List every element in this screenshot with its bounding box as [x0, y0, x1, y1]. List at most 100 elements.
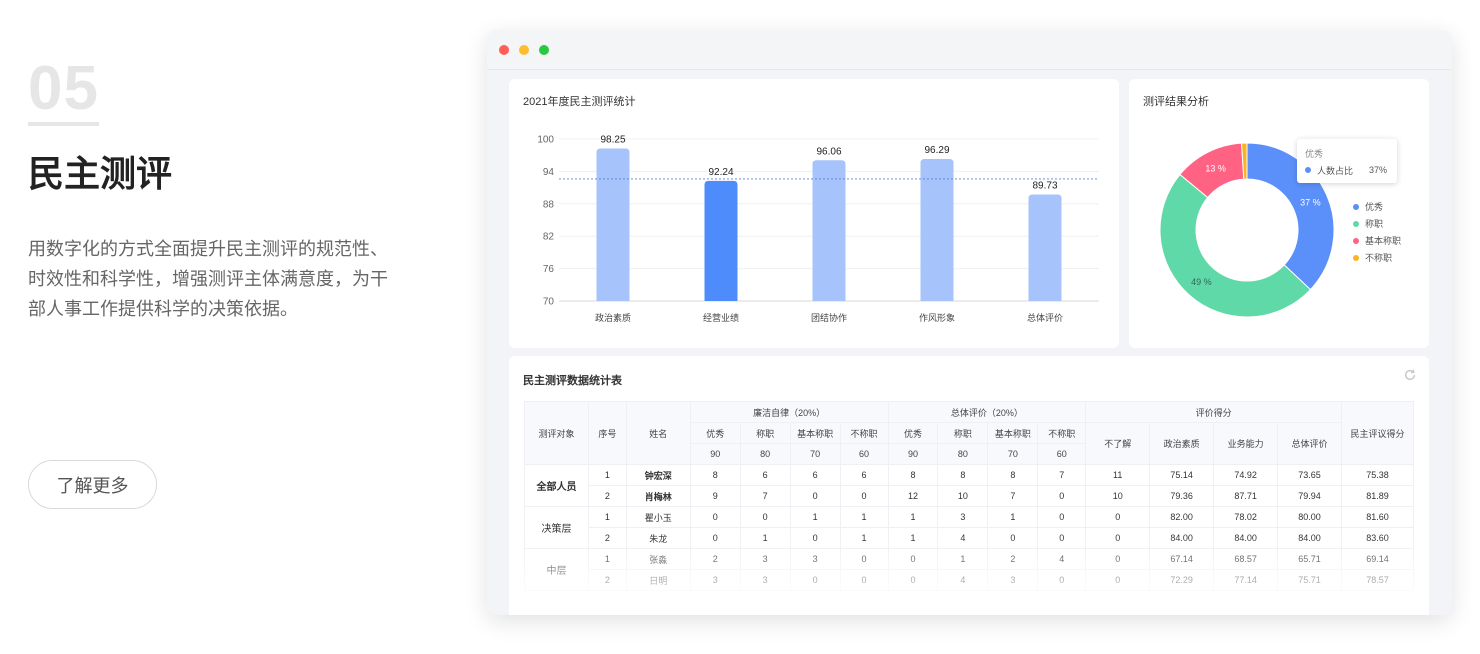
table-cell: 1 [887, 527, 939, 549]
person-name-cell: 张淼 [625, 548, 691, 570]
table-cell: 0 [1085, 548, 1151, 570]
header-level: 优秀 [689, 422, 741, 444]
pie-chart-card: 测评结果分析 37 % 49 % 13 % 优秀 人数占比 37% 优秀 称职 基本… [1129, 79, 1429, 348]
table-cell: 80.00 [1277, 506, 1342, 528]
header-level: 基本称职 [987, 422, 1039, 444]
y-tick-label: 70 [543, 297, 555, 308]
pie-legend: 优秀 称职 基本称职 不称职 [1353, 198, 1401, 266]
table-cell: 67.14 [1149, 548, 1215, 570]
header-score-col: 不了解 [1085, 422, 1151, 465]
table-cell: 4 [1037, 548, 1087, 570]
table-cell: 0 [887, 548, 939, 570]
table-cell: 81.89 [1340, 485, 1415, 507]
header-level: 不称职 [1037, 422, 1087, 444]
header-score-col: 业务能力 [1213, 422, 1279, 465]
legend-item[interactable]: 优秀 [1353, 198, 1401, 215]
legend-item[interactable]: 称职 [1353, 215, 1401, 232]
table-cell: 1 [789, 506, 841, 528]
table-cell: 84.00 [1149, 527, 1215, 549]
header-name: 姓名 [625, 401, 691, 465]
table-cell: 75.71 [1277, 569, 1342, 591]
table-cell: 6 [839, 464, 889, 486]
header-level: 不称职 [839, 422, 889, 444]
table-cell: 0 [689, 506, 741, 528]
header-group-score: 评价得分 [1085, 401, 1342, 423]
table-cell: 3 [689, 569, 741, 591]
table-cell: 10 [937, 485, 989, 507]
table-cell: 82.00 [1149, 506, 1215, 528]
table-cell: 87.71 [1213, 485, 1279, 507]
y-tick-label: 76 [543, 264, 555, 275]
table-cell: 0 [839, 485, 889, 507]
table-cell: 84.00 [1213, 527, 1279, 549]
header-object: 测评对象 [524, 401, 589, 465]
table-cell: 72.29 [1149, 569, 1215, 591]
donut-slice[interactable] [1159, 173, 1312, 318]
table-cell: 0 [789, 527, 841, 549]
chart-tooltip: 优秀 人数占比 37% [1297, 139, 1397, 183]
stats-table: 测评对象 序号 姓名 廉洁自律（20%） 总体评价（20%） 评价得分 民主评议… [524, 401, 1415, 591]
table-cell: 0 [1037, 506, 1087, 528]
table-cell: 7 [1037, 464, 1087, 486]
learn-more-button[interactable]: 了解更多 [28, 460, 157, 509]
legend-label: 称职 [1365, 219, 1384, 229]
x-category-label: 总体评价 [1027, 312, 1063, 323]
table-cell: 1 [839, 506, 889, 528]
slice-label: 49 % [1191, 277, 1212, 287]
table-cell: 1 [839, 527, 889, 549]
legend-label: 不称职 [1365, 253, 1393, 263]
table-cell: 65.71 [1277, 548, 1342, 570]
table-cell: 3 [739, 548, 791, 570]
section-description: 用数字化的方式全面提升民主测评的规范性、时效性和科学性，增强测评主体满意度，为干… [28, 239, 388, 319]
stats-table-card: 民主测评数据统计表 测评对象 序号 姓名 廉洁自律（20%） 总体评价（20%） [509, 356, 1429, 615]
table-row: 2 肖梅林 9 7 0 0 12 10 7 0 10 79.36 87.71 79.94 81.89 [525, 485, 1415, 507]
table-cell: 0 [1085, 569, 1151, 591]
window-titlebar [487, 30, 1452, 70]
table-cell: 7 [739, 485, 791, 507]
legend-item[interactable]: 不称职 [1353, 249, 1401, 266]
group-label: 中层 [524, 548, 589, 591]
header-weight: 80 [739, 443, 791, 465]
table-cell: 79.94 [1277, 485, 1342, 507]
header-level: 称职 [937, 422, 989, 444]
group-label: 决策层 [524, 506, 589, 549]
y-tick-label: 100 [537, 135, 554, 146]
section-title: 民主测评 [28, 153, 173, 194]
legend-label: 优秀 [1365, 202, 1384, 212]
legend-dot-icon [1353, 254, 1359, 261]
slice-label: 13 % [1205, 164, 1226, 174]
table-cell: 9 [689, 485, 741, 507]
table-cell: 0 [1085, 506, 1151, 528]
header-seq: 序号 [587, 401, 627, 465]
table-cell: 73.65 [1277, 464, 1342, 486]
section-number: 05 [28, 58, 99, 126]
table-cell: 1 [987, 506, 1039, 528]
donut-slice[interactable] [1241, 142, 1248, 180]
table-title: 民主测评数据统计表 [523, 375, 622, 387]
header-score-col: 总体评价 [1277, 422, 1342, 465]
table-cell: 1 [887, 506, 939, 528]
header-level: 称职 [739, 422, 791, 444]
intro-section: 05 民主测评 用数字化的方式全面提升民主测评的规范性、时效性和科学性，增强测评… [28, 58, 408, 324]
y-tick-label: 94 [543, 167, 555, 178]
legend-item[interactable]: 基本称职 [1353, 232, 1401, 249]
maximize-dot-icon[interactable] [539, 44, 549, 55]
close-dot-icon[interactable] [499, 44, 509, 55]
table-cell: 0 [887, 569, 939, 591]
minimize-dot-icon[interactable] [519, 44, 529, 55]
table-cell: 11 [1085, 464, 1151, 486]
header-final-score: 民主评议得分 [1340, 401, 1415, 465]
person-name-cell: 瞿小玉 [625, 506, 691, 528]
pie-chart-title: 测评结果分析 [1143, 96, 1209, 108]
legend-dot-icon [1353, 237, 1359, 244]
legend-dot-icon [1353, 220, 1359, 227]
refresh-icon[interactable] [1403, 368, 1417, 382]
table-cell: 0 [739, 506, 791, 528]
table-cell: 1 [587, 464, 627, 486]
header-weight: 60 [839, 443, 889, 465]
tooltip-dot-icon [1305, 167, 1311, 173]
table-cell: 2 [689, 548, 741, 570]
bar [596, 148, 630, 301]
table-cell: 0 [839, 548, 889, 570]
table-cell: 2 [987, 548, 1039, 570]
